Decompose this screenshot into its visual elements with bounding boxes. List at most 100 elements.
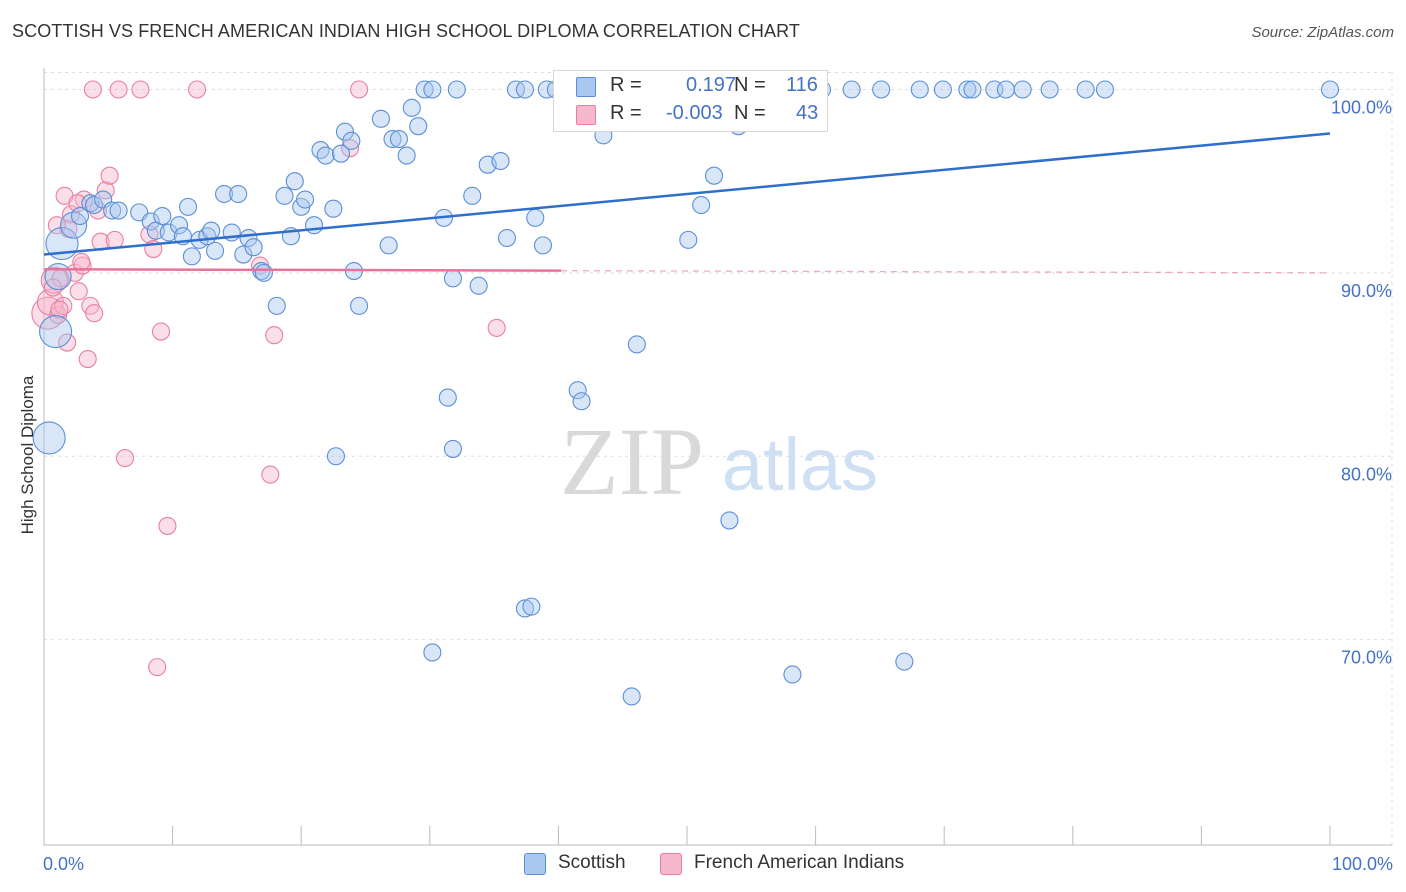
scottish-point <box>178 197 198 216</box>
scottish-point <box>526 208 545 227</box>
french-point <box>341 139 360 158</box>
scottish-point <box>32 421 66 455</box>
legend-n-value: 116 <box>786 74 818 96</box>
scottish-point <box>60 211 88 239</box>
scottish-point <box>572 392 591 411</box>
french-point <box>151 322 171 341</box>
tick-labels: 70.0% 80.0% 90.0% 100.0% 0.0% 100.0% <box>43 98 1393 874</box>
scottish-point <box>443 439 462 458</box>
scottish-trend-line <box>43 132 1331 256</box>
scottish-point <box>933 80 952 99</box>
watermark-atlas: atlas <box>722 423 878 506</box>
scottish-point <box>305 216 324 235</box>
scottish-point <box>182 247 201 266</box>
grid-layer <box>44 72 1393 845</box>
scottish-point <box>44 262 72 291</box>
scottish-point <box>958 80 977 99</box>
scottish-point <box>85 195 104 215</box>
scottish-point <box>296 190 315 209</box>
scottish-point <box>522 597 541 616</box>
french-point <box>265 326 284 345</box>
scottish-point <box>438 388 457 407</box>
scottish-point <box>311 140 330 160</box>
scottish-point <box>783 665 802 684</box>
scottish-point <box>704 166 724 185</box>
scottish-point <box>963 80 982 99</box>
french-point <box>72 252 91 271</box>
scottish-point <box>202 221 221 240</box>
french-point <box>187 80 207 99</box>
axis-layer <box>43 68 1392 846</box>
scottish-point <box>497 228 517 248</box>
scottish-point <box>159 223 178 242</box>
legend-n-value: 43 <box>796 102 819 124</box>
french-point <box>50 300 69 319</box>
scottish-point <box>383 129 402 149</box>
scottish-point <box>332 144 351 163</box>
scottish-point <box>109 201 128 220</box>
legend-r-label: R = <box>610 74 642 96</box>
source-label: Source: ZipAtlas.com <box>1251 24 1394 41</box>
scottish-point <box>910 80 929 99</box>
scottish-point <box>285 172 304 191</box>
scottish-point <box>1320 80 1340 99</box>
french-point <box>148 658 167 677</box>
french-point <box>131 80 150 99</box>
french-point <box>115 449 135 468</box>
scottish-point <box>895 652 914 671</box>
scottish-point <box>443 269 462 288</box>
scottish-point <box>872 80 891 99</box>
scottish-point <box>463 186 482 205</box>
scottish-point <box>423 80 442 99</box>
legend-swatch-french <box>576 105 596 125</box>
legend-label-french: French American Indians <box>694 852 905 873</box>
x-tick-label: 100.0% <box>1332 854 1393 874</box>
french-point <box>158 516 177 535</box>
french-point <box>31 296 65 330</box>
scottish-point <box>515 80 535 99</box>
french-point <box>49 306 68 325</box>
french-point <box>105 230 124 249</box>
french-point <box>109 80 128 99</box>
scottish-point <box>1095 80 1114 99</box>
legend-swatch-scottish <box>576 77 596 97</box>
scottish-point <box>397 146 416 165</box>
scottish-point <box>326 447 345 466</box>
french-point <box>78 350 97 369</box>
scottish-point <box>316 146 335 165</box>
scottish-point <box>622 687 641 706</box>
scottish-point <box>402 98 421 117</box>
y-tick-label: 90.0% <box>1341 281 1392 301</box>
scottish-point <box>515 599 535 618</box>
scottish-point <box>1076 80 1095 99</box>
scottish-point <box>103 201 122 220</box>
scottish-point <box>324 199 343 218</box>
scottish-point <box>141 212 160 231</box>
legend-n-label: N = <box>734 102 766 124</box>
scottish-point <box>491 151 510 171</box>
scottish-point <box>39 315 73 349</box>
y-tick-label: 70.0% <box>1341 648 1392 668</box>
scottish-point <box>692 195 711 215</box>
scottish-point <box>389 129 408 149</box>
scottish-point <box>842 80 861 99</box>
legend-r-label: R = <box>610 102 642 124</box>
scottish-point <box>379 236 398 255</box>
legend-swatch-scottish <box>524 853 546 875</box>
french-point <box>261 465 280 484</box>
scottish-point <box>996 80 1015 99</box>
scottish-point <box>234 245 253 264</box>
scottish-point <box>409 117 428 136</box>
scottish-point <box>70 206 90 226</box>
trend-layer <box>43 132 1331 274</box>
french-point <box>69 282 88 301</box>
scottish-point <box>335 122 354 141</box>
y-axis-label: High School Diploma <box>18 375 37 535</box>
scottish-point <box>153 206 172 226</box>
scottish-point <box>214 184 234 204</box>
scottish-point <box>469 276 488 295</box>
french-trend-extension <box>560 270 1331 274</box>
scottish-point <box>371 109 390 128</box>
scottish-point <box>229 184 248 204</box>
